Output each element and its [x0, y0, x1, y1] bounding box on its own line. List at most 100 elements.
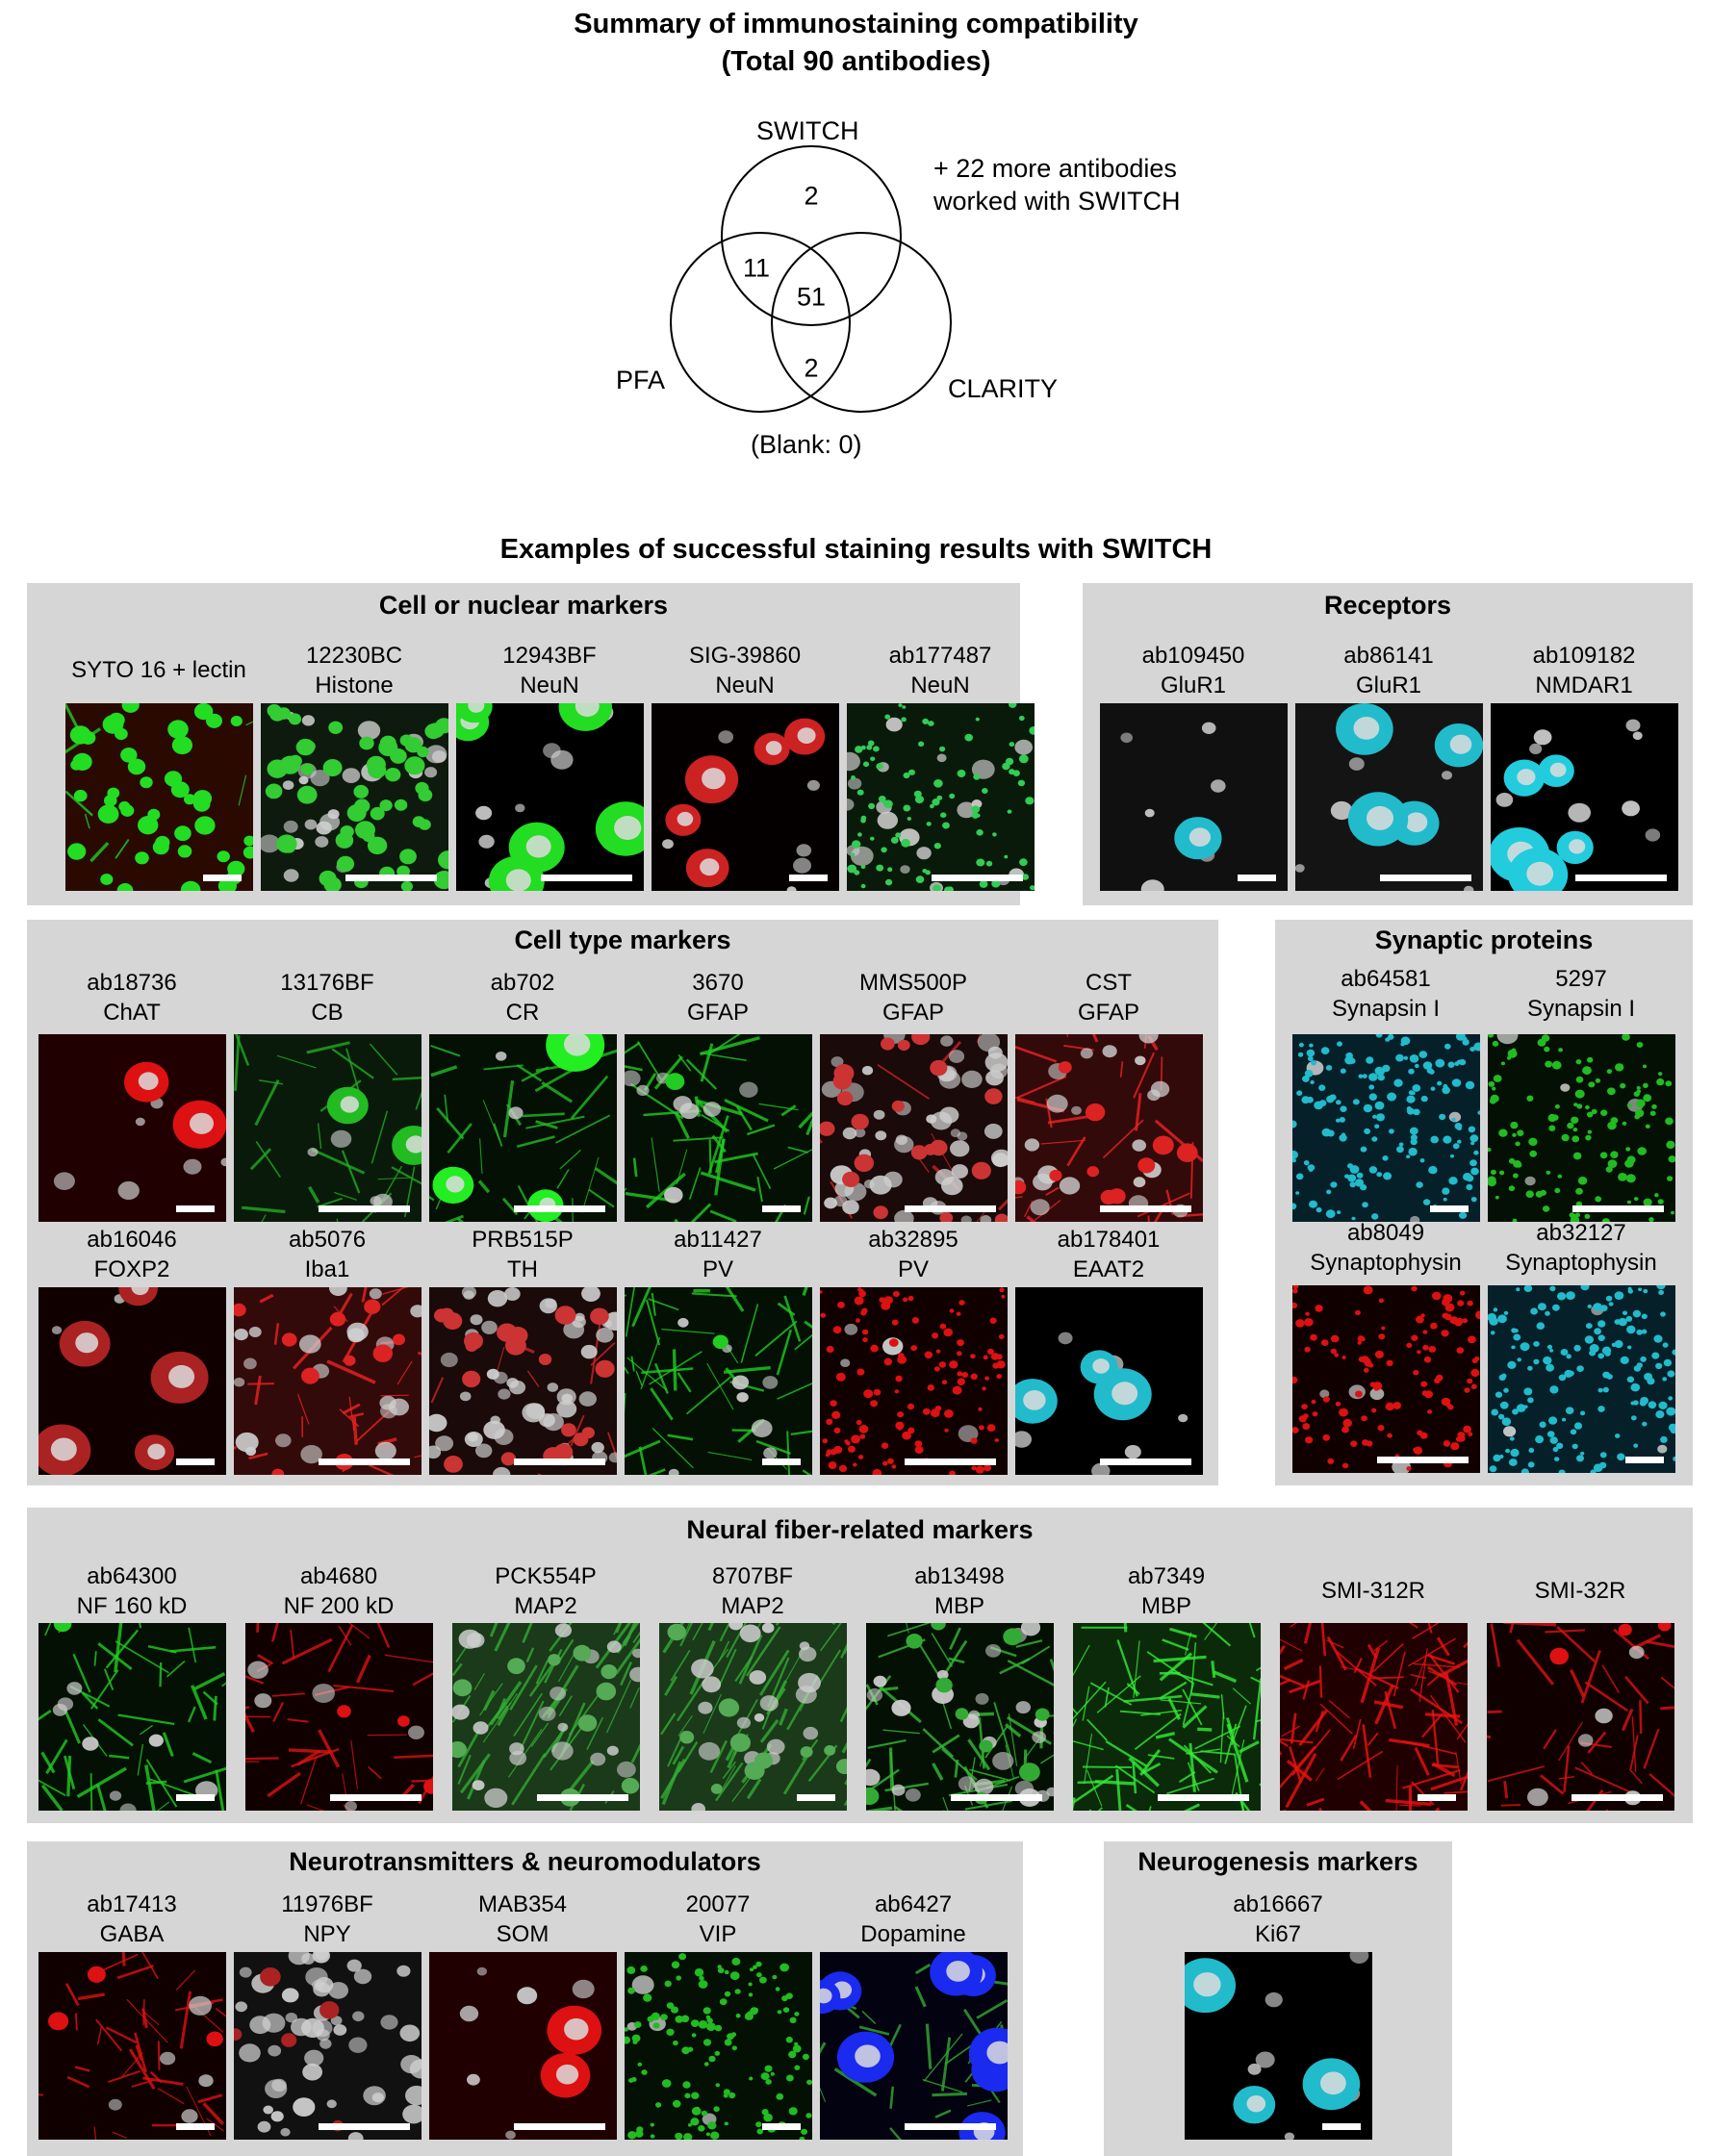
stain-image — [1295, 703, 1483, 891]
stain-image — [820, 1287, 1008, 1475]
antibody-id-label: ab32895 — [868, 1225, 958, 1255]
stain-image — [234, 1952, 422, 2140]
stain-image — [429, 1952, 617, 2140]
antibody-id-label: 12943BF — [502, 641, 596, 671]
antibody-target-label: SOM — [497, 1919, 549, 1949]
antibody-id-label: ab32127 — [1536, 1218, 1625, 1248]
scale-bar — [1430, 1205, 1469, 1212]
scale-bar — [762, 1458, 801, 1465]
antibody-target-label: GFAP — [687, 998, 749, 1027]
scale-bar — [905, 1205, 996, 1212]
antibody-id-label: ab16667 — [1233, 1890, 1322, 1919]
antibody-id-label: 8707BF — [712, 1561, 793, 1591]
scale-bar — [330, 1794, 422, 1801]
stain-image — [234, 1287, 422, 1475]
stain-image — [1292, 1034, 1480, 1222]
antibody-id-label: ab5076 — [289, 1225, 366, 1255]
scale-bar — [789, 875, 828, 881]
stain-image — [625, 1287, 812, 1475]
panel-6: Neurogenesis markers ab16667 Ki67 — [1104, 1841, 1452, 2156]
antibody-target-label: GluR1 — [1161, 671, 1226, 700]
panel-title: Neural fiber-related markers — [27, 1515, 1693, 1545]
antibody-id-label: 20077 — [686, 1890, 751, 1919]
scale-bar — [932, 875, 1023, 881]
scale-bar — [1625, 1457, 1664, 1463]
antibody-target-label: PV — [703, 1255, 733, 1284]
antibody-id-label: MMS500P — [859, 968, 967, 998]
antibody-target-label: NeuN — [910, 671, 969, 700]
antibody-target-label: MBP — [934, 1591, 984, 1621]
antibody-id-label: ab16046 — [87, 1225, 176, 1255]
antibody-target-label: PV — [898, 1255, 929, 1284]
antibody-id-label: CST — [1086, 968, 1132, 998]
stain-image — [452, 1623, 640, 1811]
antibody-id-label: SMI-312R — [1321, 1576, 1425, 1606]
antibody-target-label: Ki67 — [1255, 1919, 1301, 1949]
stain-image — [1185, 1952, 1372, 2140]
stain-image — [1280, 1623, 1468, 1811]
antibody-target-label: NPY — [303, 1919, 350, 1949]
antibody-id-label: ab13498 — [914, 1561, 1004, 1591]
antibody-id-label: ab6427 — [875, 1890, 952, 1919]
antibody-target-label: Synapsin I — [1527, 994, 1635, 1024]
antibody-target-label: MAP2 — [721, 1591, 783, 1621]
scale-bar — [905, 2123, 996, 2130]
antibody-target-label: GluR1 — [1356, 671, 1421, 700]
stain-image — [866, 1623, 1054, 1811]
antibody-id-label: ab109450 — [1142, 641, 1245, 671]
scale-bar — [1238, 875, 1276, 881]
stain-image — [1292, 1285, 1480, 1473]
scale-bar — [1100, 1458, 1191, 1465]
stain-image — [429, 1287, 617, 1475]
venn-note-line2: worked with SWITCH — [933, 187, 1181, 216]
antibody-target-label: NeuN — [715, 671, 774, 700]
antibody-id-label: SMI-32R — [1535, 1576, 1626, 1606]
stain-image — [1491, 703, 1678, 891]
stain-image — [1487, 1623, 1674, 1811]
stain-image — [245, 1623, 433, 1811]
summary-title-line2: (Total 90 antibodies) — [0, 43, 1712, 81]
antibody-target-label: Synaptophysin — [1310, 1248, 1461, 1278]
venn-label-pfa: PFA — [616, 366, 665, 395]
stain-image — [820, 1034, 1008, 1222]
scale-bar — [176, 1794, 215, 1801]
antibody-target-label: NeuN — [520, 671, 578, 700]
antibody-target-label: TH — [507, 1255, 538, 1284]
antibody-id-label: ab4680 — [300, 1561, 377, 1591]
antibody-id-label: PCK554P — [495, 1561, 596, 1591]
antibody-id-label: MAB354 — [478, 1890, 567, 1919]
stain-image — [1488, 1285, 1675, 1473]
scale-bar — [537, 1794, 628, 1801]
antibody-target-label: CR — [506, 998, 540, 1027]
panel-3: Synaptic proteins ab64581 Synapsin I 5297 Sy… — [1275, 920, 1693, 1485]
panel-title: Receptors — [1083, 591, 1693, 621]
antibody-id-label: ab18736 — [87, 968, 176, 998]
panel-0: Cell or nuclear markers SYTO 16 + lectin 1… — [27, 583, 1020, 905]
antibody-target-label: Synapsin I — [1332, 994, 1440, 1024]
venn-count-switch-pfa: 11 — [743, 254, 770, 284]
antibody-id-label: ab177487 — [889, 641, 992, 671]
antibody-id-label: SIG-39860 — [689, 641, 801, 671]
stain-image — [1100, 703, 1288, 891]
scale-bar — [319, 1458, 410, 1465]
stain-image — [38, 1034, 226, 1222]
panel-1: Receptors ab109450 GluR1 ab86141 GluR1 ab1091… — [1083, 583, 1693, 905]
antibody-target-label: NF 160 kD — [77, 1591, 188, 1621]
scale-bar — [1377, 1457, 1469, 1463]
antibody-id-label: ab7349 — [1128, 1561, 1205, 1591]
venn-count-pfa-clarity: 2 — [804, 354, 818, 384]
examples-title: Examples of successful staining results … — [0, 531, 1712, 569]
scale-bar — [1418, 1794, 1456, 1801]
stain-image — [234, 1034, 422, 1222]
panel-5: Neurotransmitters & neuromodulators ab174… — [27, 1841, 1023, 2156]
antibody-id-label: ab702 — [491, 968, 555, 998]
scale-bar — [176, 1458, 215, 1465]
antibody-id-label: ab11427 — [674, 1225, 762, 1255]
stain-image — [1073, 1623, 1261, 1811]
scale-bar — [345, 875, 437, 881]
stain-image — [1488, 1034, 1675, 1222]
venn-label-clarity: CLARITY — [948, 374, 1058, 404]
venn-note-line1: + 22 more antibodies — [933, 154, 1177, 184]
antibody-target-label: NMDAR1 — [1535, 671, 1632, 700]
panel-title: Neurogenesis markers — [1104, 1847, 1452, 1877]
